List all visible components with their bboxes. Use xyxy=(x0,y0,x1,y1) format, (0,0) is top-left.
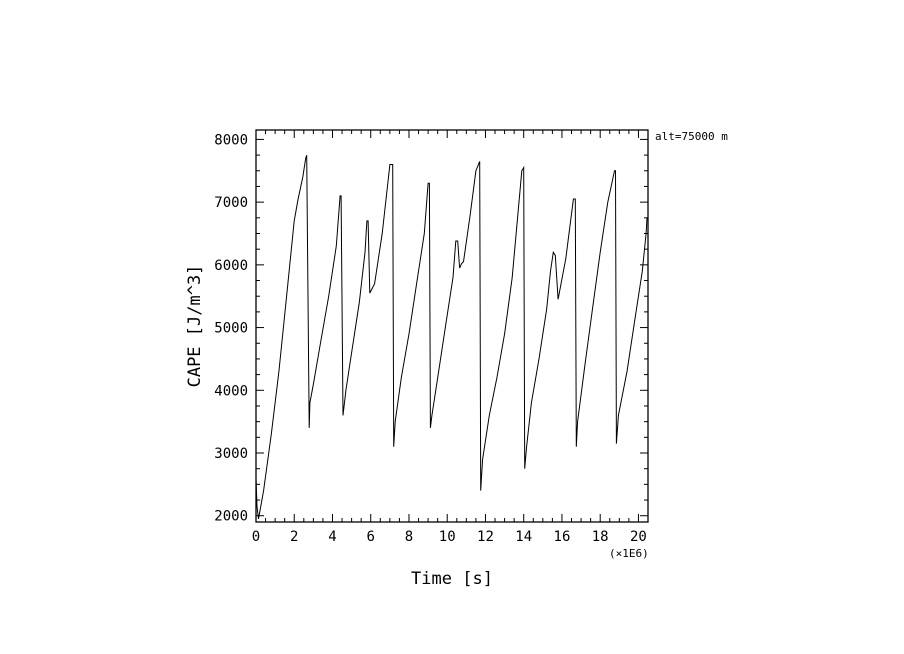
y-tick-label: 5000 xyxy=(214,321,248,337)
x-axis-ticks xyxy=(255,130,649,522)
x-tick-label: 6 xyxy=(367,529,375,545)
y-axis-tick-labels: 2000 3000 4000 5000 6000 7000 8000 xyxy=(214,132,248,524)
y-axis-title: CAPE [J/m^3] xyxy=(185,265,205,388)
x-axis-title: Time [s] xyxy=(411,569,493,589)
x-tick-label: 20 xyxy=(630,529,647,545)
x-tick-label: 12 xyxy=(477,529,494,545)
altitude-annotation: alt=75000 m xyxy=(655,130,728,143)
x-tick-label: 16 xyxy=(554,529,571,545)
x-tick-label: 10 xyxy=(439,529,456,545)
y-tick-label: 2000 xyxy=(214,509,248,525)
x-tick-label: 4 xyxy=(328,529,336,545)
plot-frame xyxy=(255,129,649,523)
x-tick-label: 2 xyxy=(290,529,298,545)
y-tick-label: 3000 xyxy=(214,446,248,462)
y-tick-label: 8000 xyxy=(214,132,248,148)
y-tick-label: 7000 xyxy=(214,195,248,211)
y-tick-label: 4000 xyxy=(214,383,248,399)
x-tick-label: 0 xyxy=(252,529,260,545)
y-tick-label: 6000 xyxy=(214,258,248,274)
x-axis-multiplier: (×1E6) xyxy=(609,547,649,560)
x-axis-tick-labels: 0 2 4 6 8 10 12 14 16 18 20 xyxy=(252,529,647,545)
cape-series-line xyxy=(255,154,648,519)
x-tick-label: 8 xyxy=(405,529,413,545)
x-tick-label: 14 xyxy=(515,529,532,545)
x-tick-label: 18 xyxy=(592,529,609,545)
y-axis-ticks xyxy=(256,138,648,517)
